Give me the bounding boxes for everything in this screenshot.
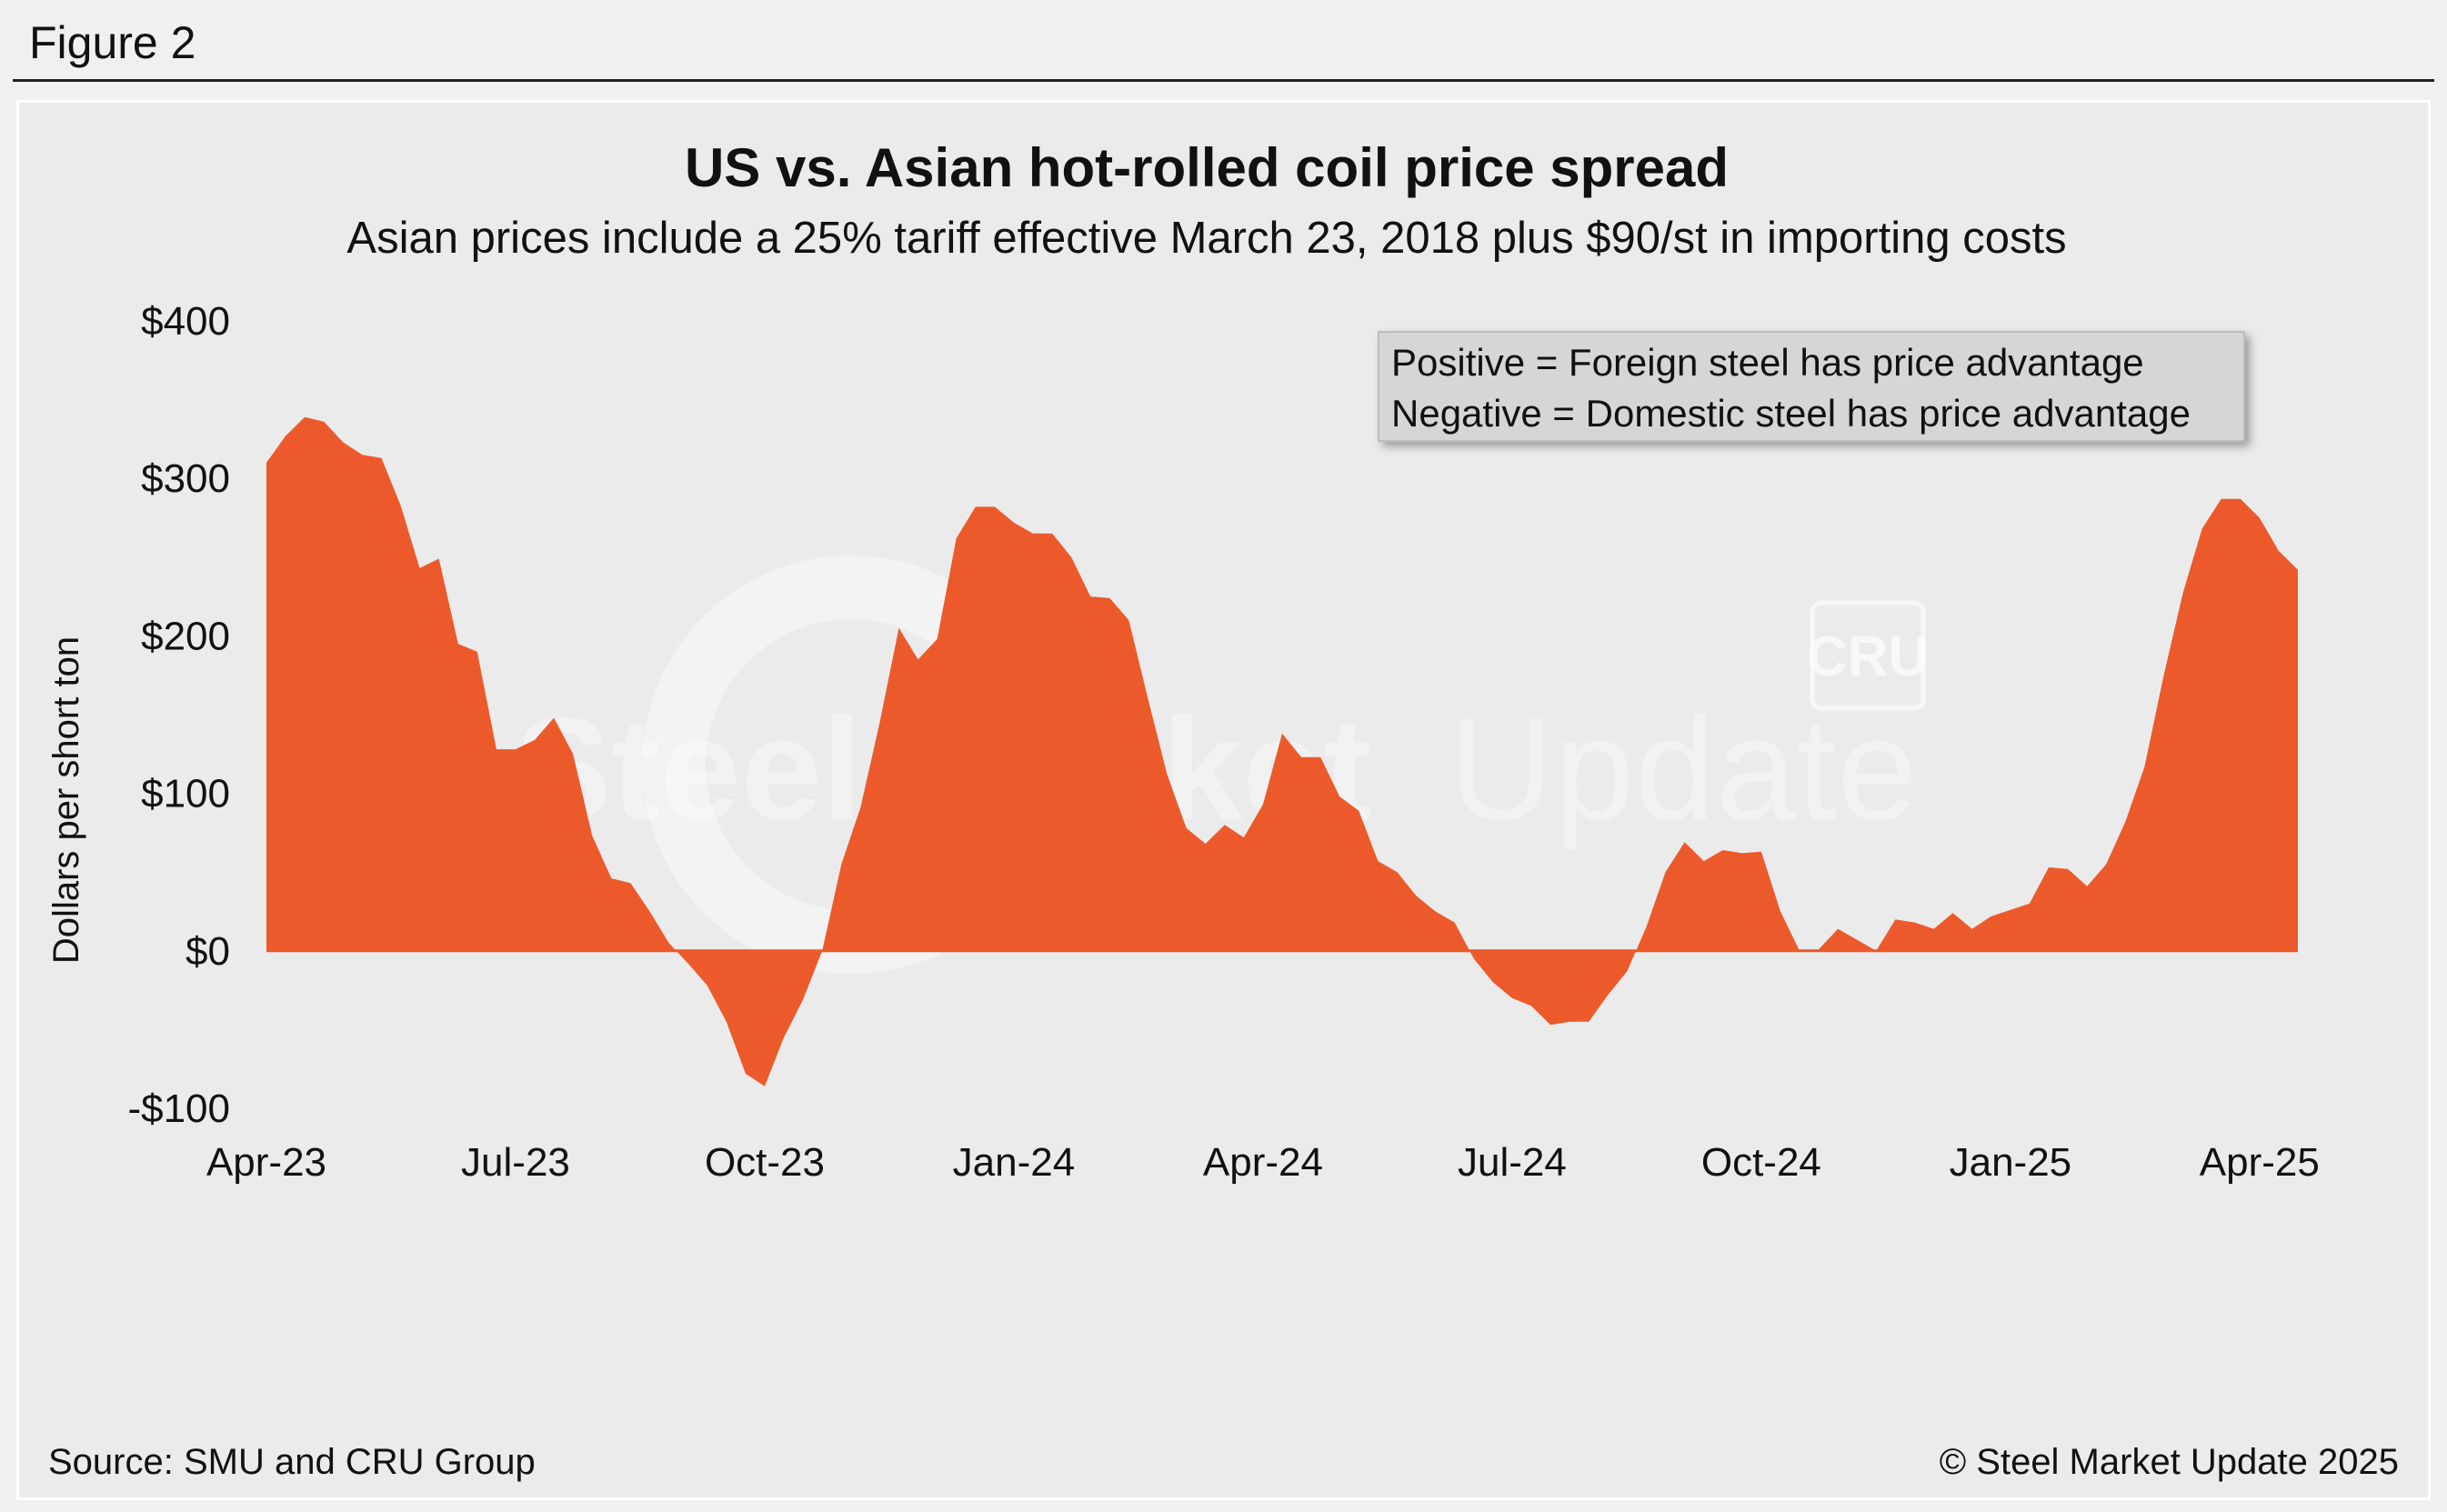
legend-box [1378, 331, 2245, 442]
legend-negative-text: Negative = Domestic steel has price adva… [1391, 392, 2191, 435]
watermark-light-text: Update [1449, 687, 1918, 850]
y-tick-label: $400 [141, 299, 230, 344]
plot-area [266, 416, 2298, 1086]
watermark-logo-box [1810, 600, 1926, 711]
x-tick-label: Apr-23 [206, 1140, 326, 1185]
figure-label: Figure 2 [29, 17, 196, 68]
x-tick-label: Jul-23 [461, 1140, 570, 1185]
watermark-logo-text: CRU [1807, 626, 1929, 688]
x-tick-label: Apr-24 [1203, 1140, 1323, 1185]
x-tick-label: Jul-24 [1458, 1140, 1567, 1185]
x-axis-ticks: Apr-23 Jul-23 Oct-23 Jan-24 Apr-24 Jul-24 Oct-… [206, 1140, 2320, 1185]
x-tick-label: Oct-23 [705, 1140, 825, 1185]
chart-panel: Steel Market Update CRU US vs. Asian hot… [16, 100, 2431, 1500]
chart-svg: Steel Market Update CRU US vs. Asian hot… [46, 137, 2399, 1482]
y-tick-label: $200 [141, 614, 230, 658]
y-axis-label: Dollars per short ton [46, 636, 86, 964]
x-tick-label: Apr-25 [2200, 1140, 2320, 1185]
x-tick-label: Oct-24 [1701, 1140, 1821, 1185]
chart-subtitle: Asian prices include a 25% tariff effect… [346, 214, 2066, 263]
spread-area-series [266, 416, 2298, 1086]
legend-positive-text: Positive = Foreign steel has price advan… [1391, 341, 2144, 384]
y-tick-label: $300 [141, 456, 230, 501]
x-tick-label: Jan-25 [1950, 1140, 2072, 1185]
copyright-note: © Steel Market Update 2025 [1940, 1442, 2399, 1482]
y-tick-label: $100 [141, 772, 230, 816]
y-tick-label: -$100 [127, 1086, 230, 1131]
watermark-brand-text: Steel Market Update [515, 687, 1918, 850]
source-note: Source: SMU and CRU Group [48, 1442, 536, 1482]
header-rule [13, 79, 2434, 82]
y-tick-label: $0 [186, 929, 230, 974]
chart-title: US vs. Asian hot-rolled coil price sprea… [685, 137, 1729, 198]
legend: Positive = Foreign steel has price advan… [1378, 331, 2245, 442]
y-axis-ticks: $400 $300 $200 $100 $0 -$100 [127, 299, 230, 1131]
x-tick-label: Jan-24 [953, 1140, 1076, 1185]
